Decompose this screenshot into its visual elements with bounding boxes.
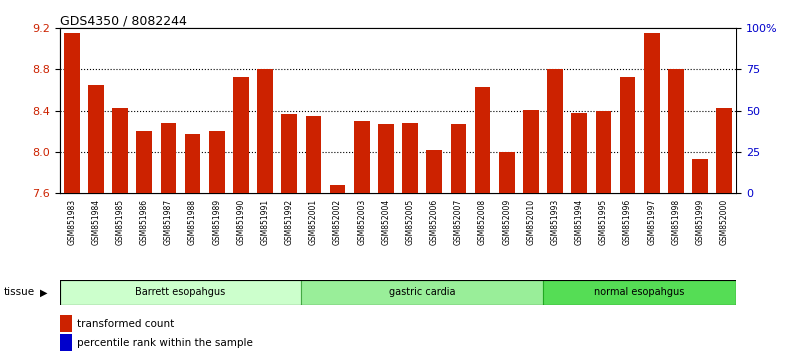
Point [380,48,392,54]
Bar [543,280,736,305]
Bar [233,77,249,193]
Point [452,48,465,54]
Text: GDS4350 / 8082244: GDS4350 / 8082244 [60,14,186,27]
Bar [257,69,273,193]
Point [90,42,103,48]
Bar [330,185,345,193]
Point [162,48,175,54]
Point [138,50,150,56]
Point [210,47,223,52]
Bar [185,134,201,193]
Bar [499,152,514,193]
Bar [282,114,297,193]
Bar [378,124,394,193]
Point [597,48,610,54]
Point [404,48,416,54]
Bar [595,111,611,193]
Point [621,47,634,52]
Point [331,53,344,59]
Bar [88,85,103,193]
Bar [668,69,684,193]
Bar [209,131,224,193]
Point [355,47,368,52]
Point [573,47,586,52]
Bar [302,280,543,305]
Text: normal esopahgus: normal esopahgus [595,287,685,297]
Point [65,30,78,36]
Bar [427,150,442,193]
Point [307,47,320,52]
Bar [547,69,563,193]
Bar [60,315,72,332]
Point [259,40,271,46]
Point [548,44,561,49]
Bar [306,116,322,193]
Bar [402,123,418,193]
Point [283,45,295,51]
Bar [112,108,128,193]
Bar [716,108,732,193]
Text: ▶: ▶ [40,287,47,297]
Bar [474,87,490,193]
Text: Barrett esopahgus: Barrett esopahgus [135,287,225,297]
Bar [693,159,708,193]
Point [669,42,682,48]
Bar [523,110,539,193]
Point [693,52,706,57]
Bar [161,123,176,193]
Text: transformed count: transformed count [76,319,174,329]
Bar [354,121,369,193]
Point [646,34,658,39]
Bar [620,77,635,193]
Bar [64,34,80,193]
Point [428,50,441,56]
Point [718,42,731,48]
Point [501,50,513,56]
Point [476,42,489,48]
Bar [644,34,660,193]
Bar [136,131,152,193]
Bar [60,334,72,351]
Bar [60,280,302,305]
Point [525,47,537,52]
Bar [572,113,587,193]
Text: gastric cardia: gastric cardia [389,287,455,297]
Text: percentile rank within the sample: percentile rank within the sample [76,338,252,348]
Point [235,42,248,48]
Text: tissue: tissue [4,287,35,297]
Point [186,52,199,57]
Point [114,45,127,51]
Bar [451,124,466,193]
